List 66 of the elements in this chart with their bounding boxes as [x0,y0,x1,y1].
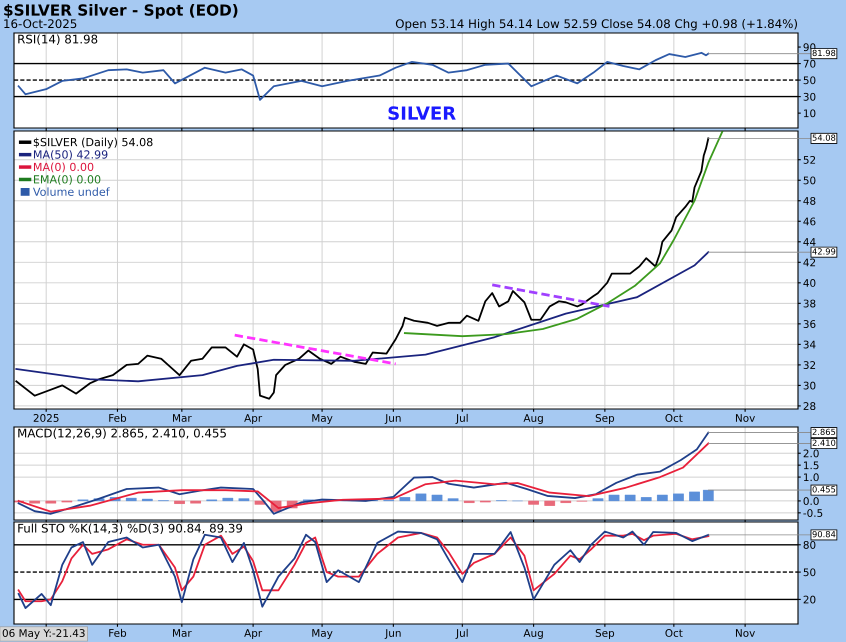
y-tick-label: 2.0 [804,449,819,458]
annotation: MACD(12,26,9) 2.865, 2.410, 0.455 [18,428,226,439]
text: 06 May Y:-21.43 [2,629,85,639]
annotation: SILVER [388,106,456,120]
x-tick-label: Nov [736,629,755,637]
x-tick-label: Jun [384,414,401,424]
x-tick-label: Jul [456,628,468,639]
y-tick-label: 20 [804,596,816,604]
x-tick-label: 2025 [34,414,59,422]
y-tick-label: 1.5 [804,462,819,470]
y-tick-label: 50 [804,568,816,576]
x-tick-label: Oct [665,414,683,422]
y-tick-label: 70 [804,60,816,68]
x-tick-label: Mar [173,629,192,637]
y-tick-label: 48 [803,196,816,205]
x-tick-label: Oct [665,629,683,637]
annotation: 0.455 [812,486,836,492]
y-tick-label: 50 [804,76,816,84]
y-tick-label: 0.0 [804,497,819,506]
x-tick-label: Nov [736,414,755,422]
legend-label: MA(0) 0.00 [34,162,94,172]
x-tick-label: Apr [244,414,262,424]
annotation: RSI(14) 81.98 [18,34,98,45]
chart-subtitle: 16-Oct-2025 [4,19,76,28]
legend-label: MA(50) 42.99 [34,150,108,160]
y-tick-label: 34 [804,340,816,348]
y-tick-label: 38 [804,300,816,308]
x-tick-label: Aug [524,414,543,424]
x-tick-label: Aug [524,629,543,639]
x-tick-label: Feb [109,628,126,637]
y-tick-label: -0.5 [803,509,822,517]
annotation: 2.410 [812,440,836,446]
y-tick-label: 52 [804,156,816,164]
y-tick-label: 30 [804,382,816,390]
x-tick-label: Sep [596,414,614,424]
annotation: 42.99 [812,248,836,255]
x-tick-label: Mar [173,414,192,422]
x-tick-label: May [312,629,333,639]
x-tick-label: Feb [109,414,126,422]
y-tick-label: 40 [803,279,816,287]
x-tick-label: May [312,414,333,424]
annotation: 90.84 [812,531,836,538]
y-tick-label: 30 [804,92,816,101]
annotation: 54.08 [812,134,836,141]
chart-title: $SILVER Silver - Spot (EOD) [4,4,238,19]
y-tick-label: 80 [804,540,816,549]
legend-label: Volume undef [32,187,110,196]
x-tick-label: Apr [244,629,262,639]
y-tick-label: 42 [803,258,816,266]
text: Open 53.14 High 54.14 Low 52.59 Close 54.08 Chg +0.98 (+1.84%) [396,19,797,30]
legend-label: $SILVER (Daily) 54.08 [34,138,152,148]
y-tick-label: 28 [804,402,816,410]
annotation: 81.98 [812,50,836,56]
y-tick-label: 1.0 [804,473,819,482]
y-tick-label: 36 [804,320,816,328]
y-tick-label: 46 [803,218,816,226]
y-tick-label: 50 [804,176,816,184]
x-tick-label: Jun [384,629,401,639]
x-tick-label: Sep [596,629,614,639]
legend-label: EMA(0) 0.00 [34,174,100,185]
y-tick-label: 44 [803,238,816,246]
y-tick-label: 32 [804,361,816,369]
annotation: 2.865 [812,428,836,436]
x-tick-label: Jul [456,414,468,424]
y-tick-label: 10 [804,109,816,118]
annotation: Full STO %K(14,3) %D(3) 90.84, 89.39 [18,524,242,534]
